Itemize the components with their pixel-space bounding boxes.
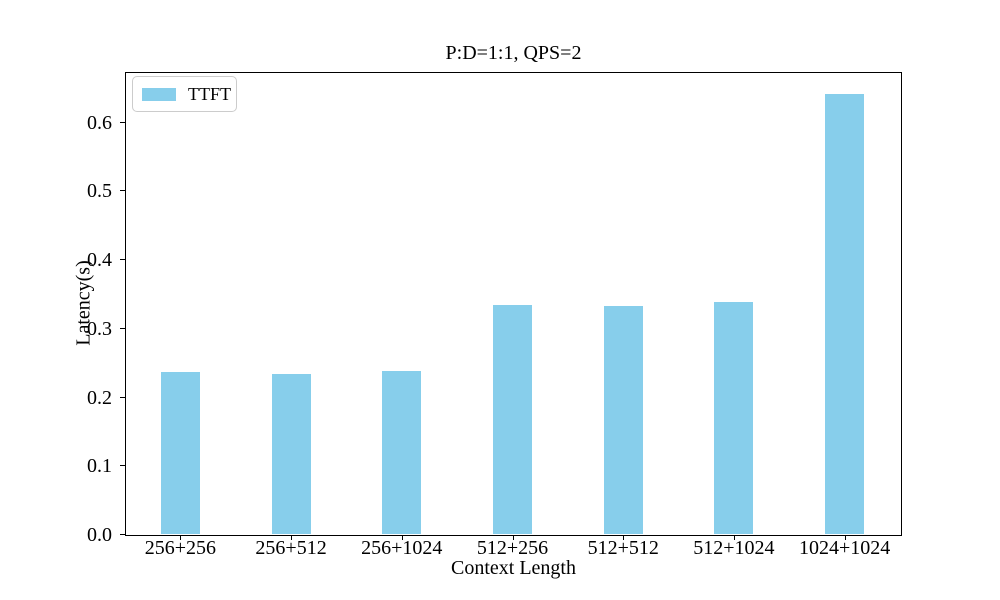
y-tick-label: 0.4: [87, 249, 112, 271]
x-tick-mark: [291, 535, 292, 540]
legend-swatch-ttft: [142, 87, 176, 101]
x-axis-label: Context Length: [451, 557, 576, 579]
bar-256+1024: [382, 371, 422, 534]
y-tick-label: 0.2: [87, 386, 112, 409]
bar-512+512: [603, 305, 643, 534]
y-tick-mark: [120, 122, 125, 123]
chart-title: P:D=1:1, QPS=2: [445, 42, 582, 64]
y-tick-mark: [120, 534, 125, 535]
x-tick-label: 256+256: [144, 537, 216, 559]
x-tick-label: 512+256: [476, 537, 549, 559]
y-tick-mark: [120, 190, 125, 191]
x-tick-mark: [623, 535, 624, 540]
y-tick-label: 0.0: [87, 524, 112, 546]
x-tick-label: 512+512: [587, 537, 659, 559]
bar-1024+1024: [825, 94, 865, 534]
bar-512+1024: [714, 301, 754, 534]
x-tick-mark: [180, 535, 181, 540]
y-tick-label: 0.5: [87, 180, 112, 203]
x-tick-label: 512+1024: [693, 537, 775, 559]
legend-label-ttft: TTFT: [188, 84, 231, 104]
x-tick-label: 256+512: [255, 537, 327, 559]
x-tick-mark: [402, 535, 403, 540]
x-tick-label: 256+1024: [361, 537, 443, 559]
bar-256+256: [160, 371, 200, 534]
y-tick-mark: [120, 328, 125, 329]
y-tick-mark: [120, 397, 125, 398]
y-tick-mark: [120, 259, 125, 260]
legend: TTFT: [132, 76, 237, 112]
y-tick-mark: [120, 465, 125, 466]
x-tick-mark: [845, 535, 846, 540]
y-tick-label: 0.3: [87, 317, 112, 340]
x-tick-mark: [513, 535, 514, 540]
x-tick-label: 1024+1024: [799, 537, 891, 559]
y-tick-label: 0.1: [87, 455, 112, 478]
y-tick-label: 0.6: [87, 111, 112, 134]
x-tick-mark: [734, 535, 735, 540]
bar-256+512: [271, 373, 311, 534]
bar-512+256: [493, 305, 532, 534]
